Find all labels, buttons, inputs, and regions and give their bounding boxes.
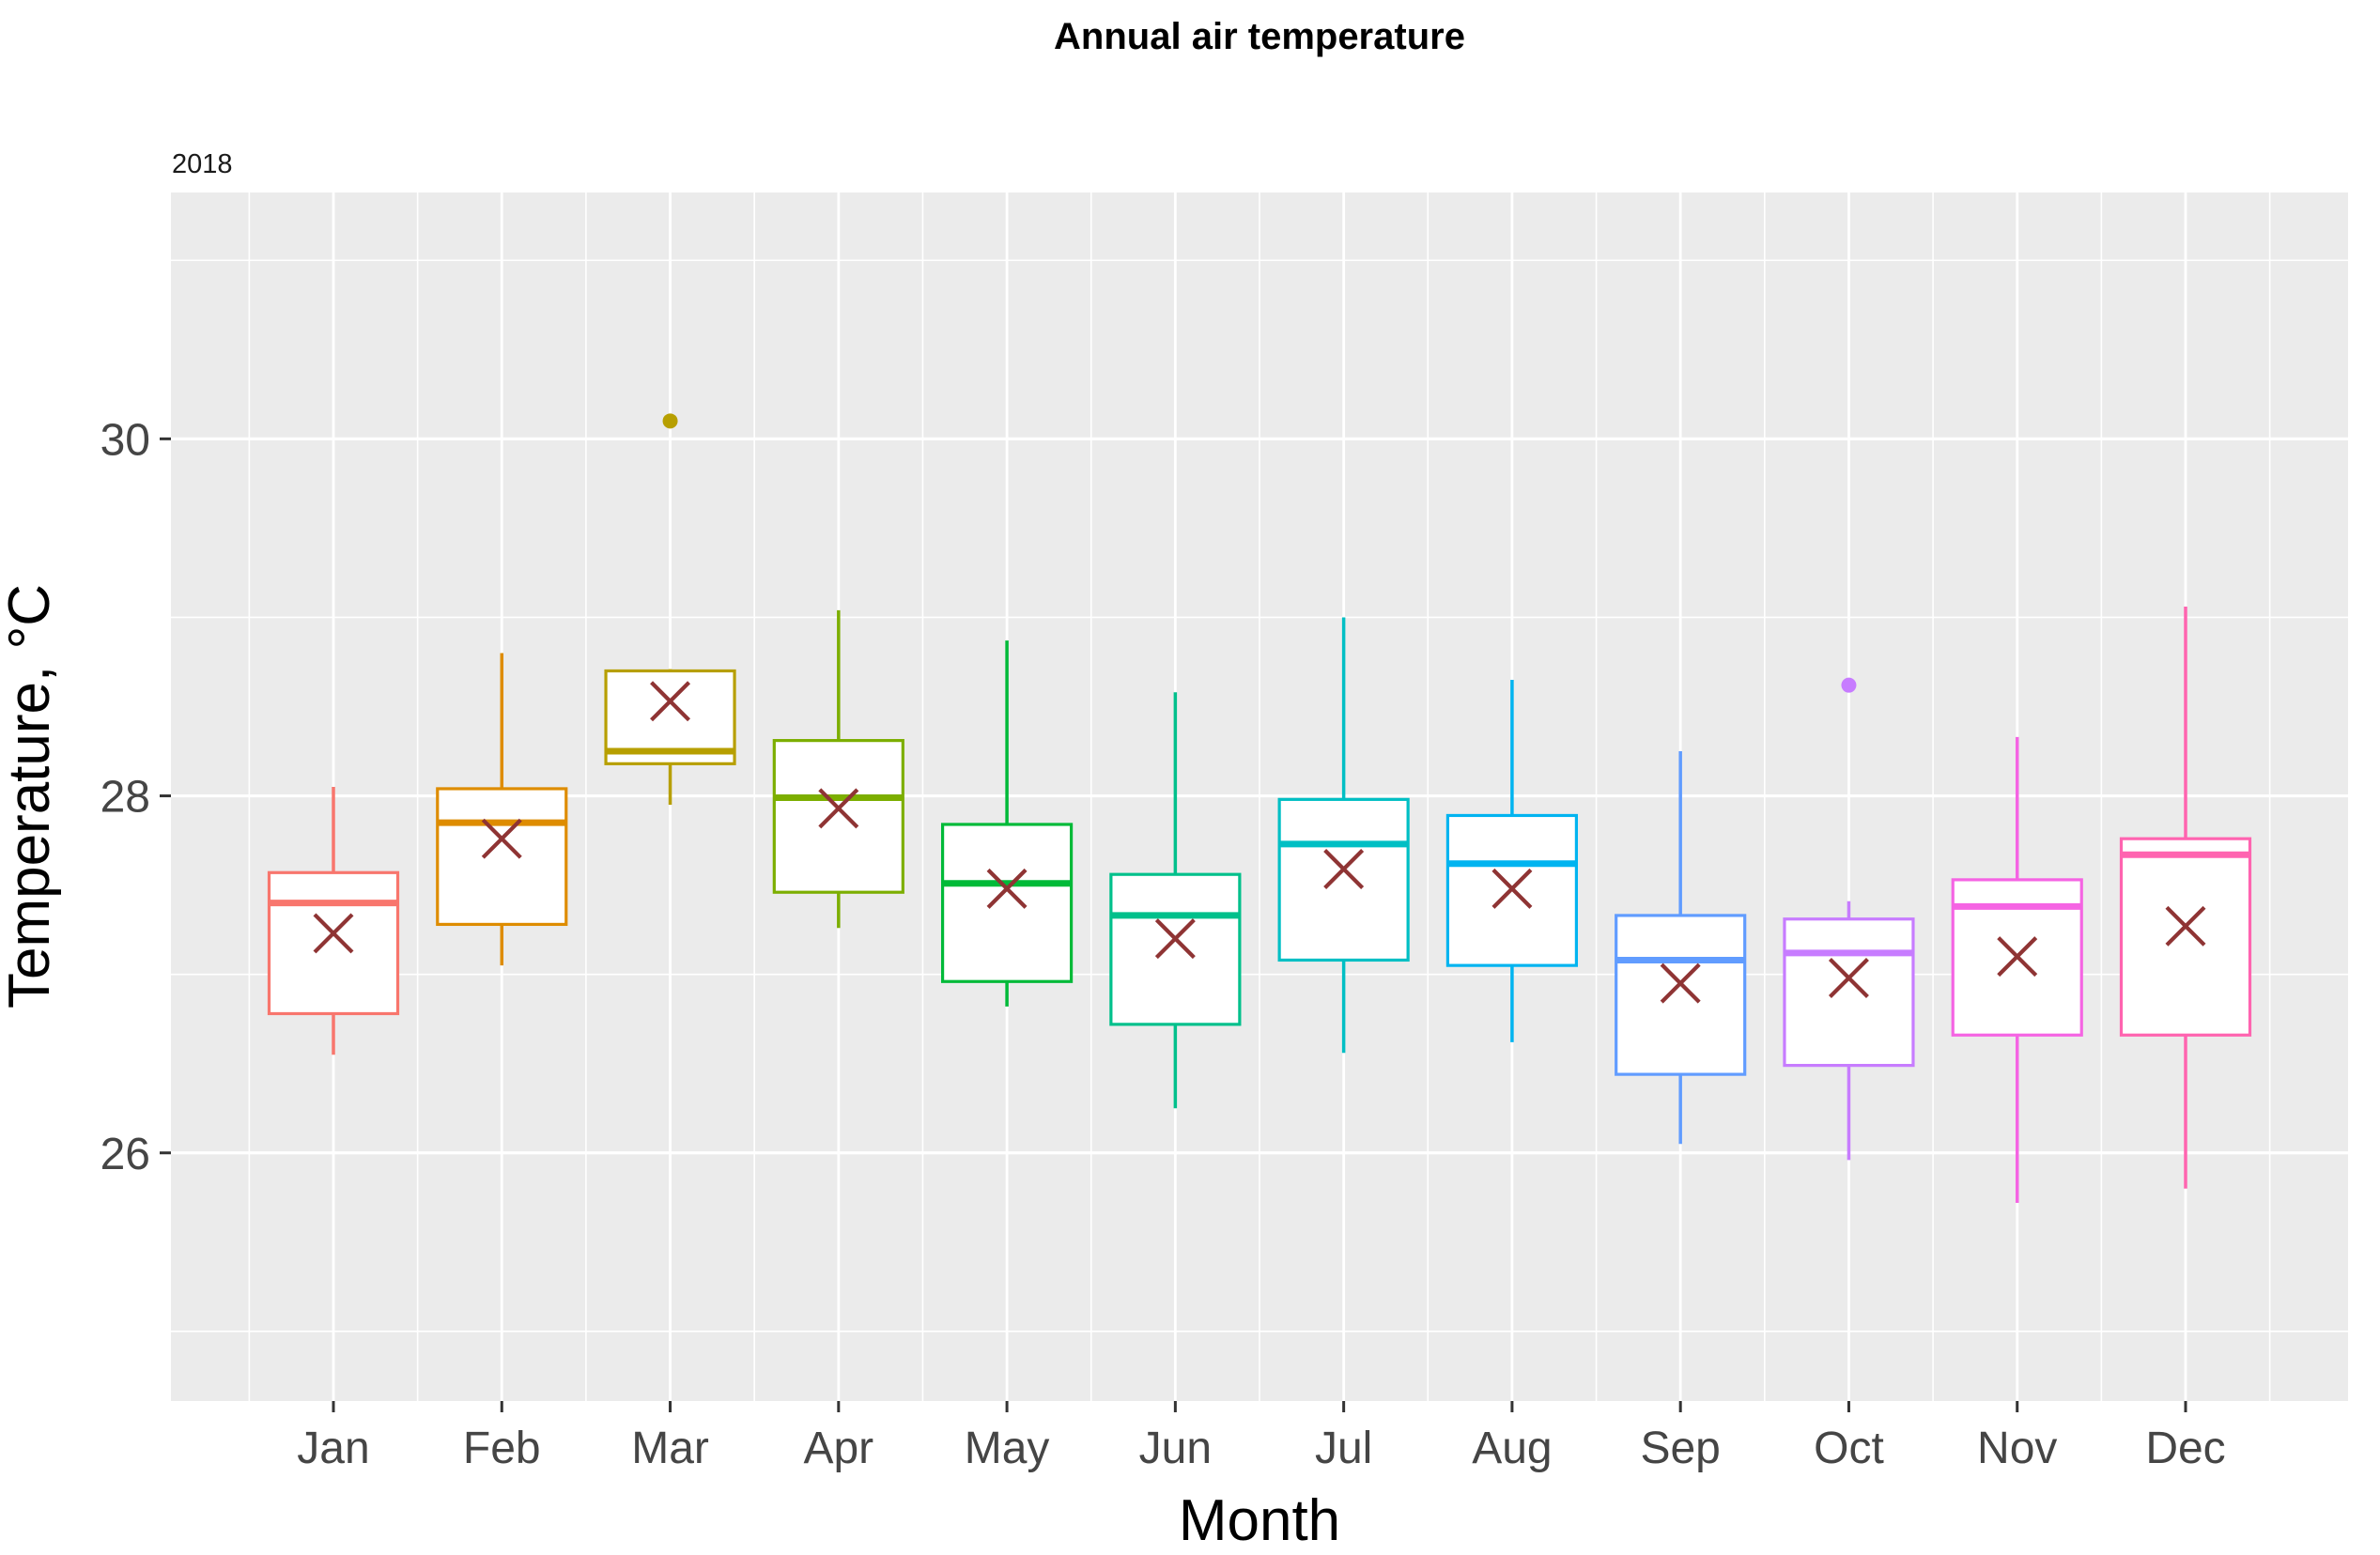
iqr-box	[772, 739, 904, 894]
boxplot-series	[267, 413, 2252, 1203]
x-tick-label: Sep	[1640, 1424, 1720, 1473]
iqr-box	[1109, 872, 1242, 1026]
boxplot-feb	[436, 653, 568, 966]
axis-tick-marks	[160, 437, 2187, 1412]
mean-marker	[818, 788, 859, 829]
boxplot-sep	[1615, 751, 1747, 1145]
iqr-box	[2119, 837, 2252, 1037]
outlier-point	[662, 413, 678, 429]
mean-marker	[1491, 868, 1533, 909]
iqr-box	[940, 823, 1074, 983]
y-tick-label: 26	[100, 1130, 150, 1179]
boxplot-may	[940, 640, 1074, 1007]
boxplot-mar	[604, 413, 736, 806]
iqr-box	[1615, 914, 1747, 1076]
mean-marker	[986, 868, 1028, 909]
boxplot-jan	[267, 787, 400, 1055]
mean-marker	[481, 818, 522, 859]
x-tick-label: Feb	[463, 1424, 541, 1473]
iqr-box	[436, 787, 568, 927]
iqr-box	[267, 870, 400, 1016]
x-tick-label: Dec	[2145, 1424, 2225, 1473]
x-tick-label: Jul	[1315, 1424, 1372, 1473]
y-tick-label: 28	[100, 773, 150, 823]
axis-tick-labels: 26 28 30 Jan Feb Mar Apr May Jun Jul Aug Sep Oct Nov D…	[100, 415, 2226, 1473]
boxplot-jun	[1109, 692, 1242, 1109]
x-axis-title: Month	[1179, 1488, 1340, 1553]
x-tick-label: Jan	[297, 1424, 369, 1473]
iqr-box	[1783, 917, 1915, 1068]
boxplot-oct	[1783, 677, 1915, 1161]
iqr-box	[1277, 797, 1410, 962]
boxplot-nov	[1951, 736, 2083, 1203]
mean-marker	[1828, 957, 1869, 998]
mean-marker	[1154, 918, 1196, 960]
boxplot-apr	[772, 609, 904, 929]
outlier-point	[1841, 677, 1857, 693]
boxplot-aug	[1445, 679, 1579, 1042]
mean-marker	[650, 681, 691, 722]
y-axis-title: Temperature, °C	[0, 584, 62, 1008]
plot-title: Annual air temperature	[1054, 16, 1465, 57]
x-tick-label: Mar	[631, 1424, 709, 1473]
x-tick-label: Aug	[1472, 1424, 1552, 1473]
mean-marker	[313, 913, 354, 954]
x-tick-label: Oct	[1814, 1424, 1884, 1473]
x-tick-label: Nov	[1977, 1424, 2057, 1473]
x-tick-label: May	[965, 1424, 1050, 1473]
boxplot-dec	[2119, 607, 2252, 1189]
mean-marker	[1323, 849, 1365, 889]
x-tick-label: Jun	[1139, 1424, 1212, 1473]
facet-year-label: 2018	[172, 149, 233, 179]
x-tick-label: Apr	[803, 1424, 873, 1473]
mean-marker	[1997, 936, 2038, 978]
mean-marker	[1660, 962, 1701, 1004]
y-tick-label: 30	[100, 415, 150, 465]
boxplot-jul	[1277, 617, 1410, 1054]
mean-marker	[2165, 905, 2206, 947]
